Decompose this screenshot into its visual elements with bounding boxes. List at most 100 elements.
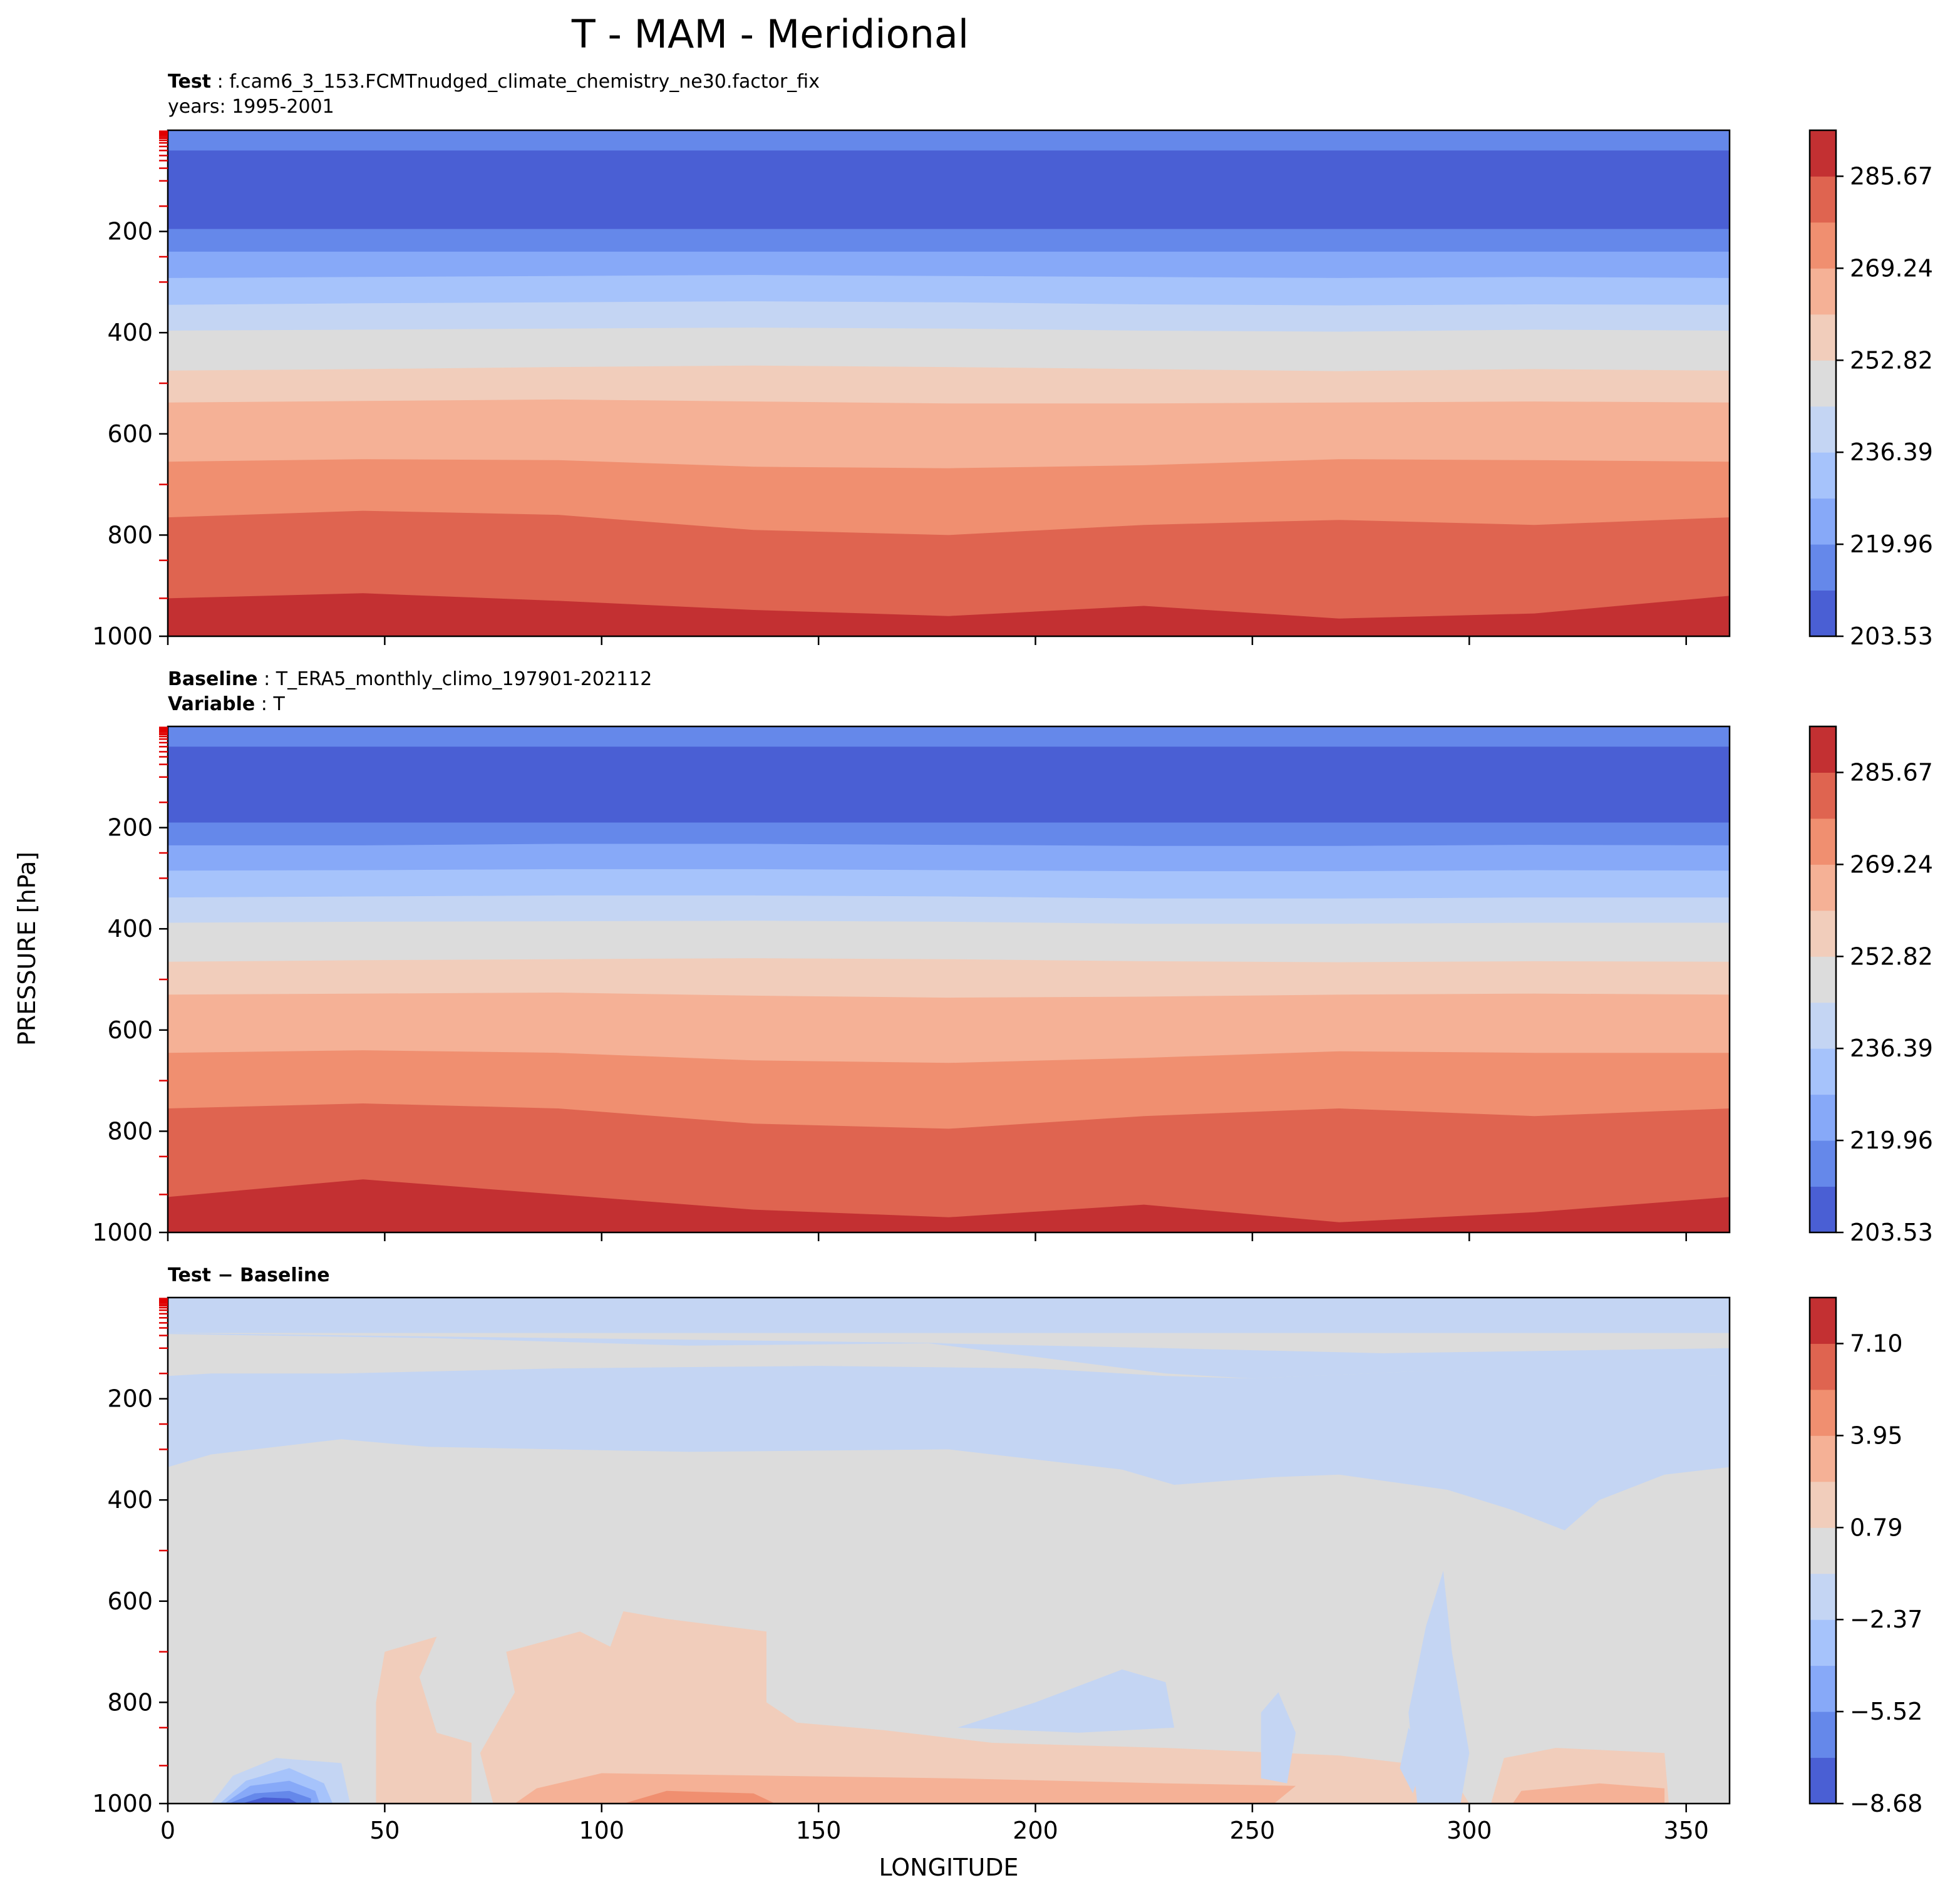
- colorbar-tick-label: 7.10: [1850, 1329, 1903, 1357]
- contour-band: [168, 130, 1730, 151]
- y-tick-label: 200: [107, 1385, 153, 1413]
- colorbar-segment: [1810, 1048, 1836, 1095]
- contour-band: [168, 130, 1730, 229]
- colorbar-segment: [1810, 726, 1836, 773]
- contour-region: [168, 1333, 949, 1346]
- y-tick-label: 400: [107, 1486, 153, 1514]
- colorbar-segment: [1810, 544, 1836, 591]
- colorbar-segment: [1810, 1619, 1836, 1666]
- panel-title-bold: Variable: [168, 693, 255, 715]
- colorbar-segment: [1810, 268, 1836, 315]
- contour-region: [1408, 1571, 1470, 1804]
- colorbar: 203.53 219.96 236.39 252.82 269.24 285.67: [1808, 725, 1933, 1246]
- y-tick-label: 800: [107, 521, 153, 549]
- plot-area: [168, 1298, 1730, 1804]
- colorbar-frame: [1808, 725, 1837, 1234]
- colorbar-segment: [1810, 1665, 1836, 1712]
- panel-title-line: Test : f.cam6_3_153.FCMTnudged_climate_c…: [168, 71, 820, 93]
- colorbar-segment: [1810, 1757, 1836, 1804]
- y-tick-label: 600: [107, 1016, 153, 1044]
- contour-region: [1512, 1783, 1665, 1804]
- colorbar-segment: [1810, 406, 1836, 453]
- colorbar-segment: [1810, 314, 1836, 361]
- colorbar-segment: [1810, 452, 1836, 499]
- colorbar-frame: [1808, 1296, 1837, 1805]
- contour-region: [927, 1343, 1730, 1379]
- colorbar-segment: [1810, 1712, 1836, 1758]
- colorbar-segment: [1810, 590, 1836, 637]
- y-tick-label: 800: [107, 1117, 153, 1145]
- colorbar-segment: [1810, 1435, 1836, 1482]
- colorbar-segment: [1810, 1002, 1836, 1049]
- contour-region: [1400, 1727, 1426, 1794]
- contour-region: [623, 1790, 775, 1804]
- colorbar-segment: [1810, 1298, 1836, 1344]
- x-tick-label: 100: [579, 1817, 625, 1844]
- colorbar-segment: [1810, 176, 1836, 223]
- contour-region: [480, 1611, 1470, 1804]
- y-tick-label: 1000: [92, 622, 153, 650]
- x-tick-label: 50: [369, 1817, 400, 1844]
- panel-baseline: 200 400 600 800 1000 Baseline : T_ERA5_monthl…: [92, 668, 1933, 1246]
- colorbar-segment: [1810, 130, 1836, 177]
- colorbar-segment: [1810, 772, 1836, 819]
- colorbar-segment: [1810, 910, 1836, 957]
- colorbar-tick-label: −8.68: [1850, 1790, 1922, 1817]
- colorbar-segment: [1810, 360, 1836, 407]
- panel-title-text: T_ERA5_monthly_climo_197901-202112: [276, 668, 652, 690]
- colorbar-segment: [1810, 1481, 1836, 1528]
- x-tick-label: 0: [160, 1817, 175, 1844]
- colorbar-tick-label: 219.96: [1850, 1127, 1933, 1154]
- y-axis-label: PRESSURE [hPa]: [13, 852, 41, 1046]
- figure-title: T - MAM - Meridional: [571, 11, 969, 57]
- contour-region: [168, 1366, 1730, 1531]
- y-tick-label: 1000: [92, 1790, 153, 1817]
- colorbar-tick-label: 219.96: [1850, 530, 1933, 558]
- colorbar-frame: [1808, 129, 1837, 638]
- colorbar-tick-label: −2.37: [1850, 1606, 1922, 1633]
- colorbar: −8.68 −5.52 −2.37 0.79 3.95 7.10: [1808, 1296, 1922, 1817]
- panel-title-bold: Baseline: [168, 668, 258, 690]
- colorbar-segment: [1810, 818, 1836, 865]
- contour-region: [1261, 1692, 1296, 1784]
- panel-title-text: f.cam6_3_153.FCMTnudged_climate_chemistr…: [229, 71, 820, 93]
- x-tick-label: 150: [796, 1817, 842, 1844]
- panel-title-text: years: 1995-2001: [168, 96, 334, 118]
- colorbar-tick-label: 236.39: [1850, 1035, 1933, 1062]
- y-tick-label: 400: [107, 915, 153, 942]
- panel-diff: 200 400 600 800 1000 0 50 100 150 200 250 300 350 Tes…: [92, 1264, 1922, 1844]
- panel-test: 200 400 600 800 1000 Test : f.cam6_3_153.FCMT…: [92, 71, 1933, 650]
- panel-title-bold: Test: [168, 71, 211, 93]
- plot-area: [168, 726, 1730, 1232]
- plot-area: [168, 130, 1730, 636]
- panel-title-sep: :: [255, 693, 273, 715]
- colorbar-segment: [1810, 1573, 1836, 1620]
- panel-title-line: Test − Baseline: [168, 1264, 330, 1286]
- colorbar-segment: [1810, 1186, 1836, 1233]
- colorbar-tick-label: 0.79: [1850, 1514, 1903, 1541]
- colorbar-tick-label: 285.67: [1850, 758, 1933, 786]
- colorbar: 203.53 219.96 236.39 252.82 269.24 285.67: [1808, 129, 1933, 650]
- colorbar-segment: [1810, 1389, 1836, 1436]
- y-tick-label: 600: [107, 420, 153, 448]
- panel-title-line: years: 1995-2001: [168, 96, 334, 118]
- colorbar-tick-label: 269.24: [1850, 850, 1933, 878]
- colorbar-segment: [1810, 1343, 1836, 1390]
- x-tick-label: 300: [1447, 1817, 1492, 1844]
- panel-title-line: Baseline : T_ERA5_monthly_climo_197901-2…: [168, 668, 652, 690]
- x-tick-label: 350: [1663, 1817, 1709, 1844]
- x-axis-label: LONGITUDE: [879, 1854, 1018, 1881]
- panel-title-sep: :: [258, 668, 276, 690]
- colorbar-tick-label: 236.39: [1850, 438, 1933, 466]
- y-tick-label: 400: [107, 319, 153, 346]
- colorbar-tick-label: 285.67: [1850, 162, 1933, 190]
- colorbar-segment: [1810, 498, 1836, 545]
- y-tick-label: 1000: [92, 1219, 153, 1246]
- colorbar-segment: [1810, 222, 1836, 269]
- panel-title-bold: Test − Baseline: [168, 1264, 330, 1286]
- x-tick-label: 200: [1013, 1817, 1058, 1844]
- y-tick-label: 200: [107, 218, 153, 245]
- x-tick-label: 250: [1230, 1817, 1276, 1844]
- contour-region: [241, 1797, 298, 1804]
